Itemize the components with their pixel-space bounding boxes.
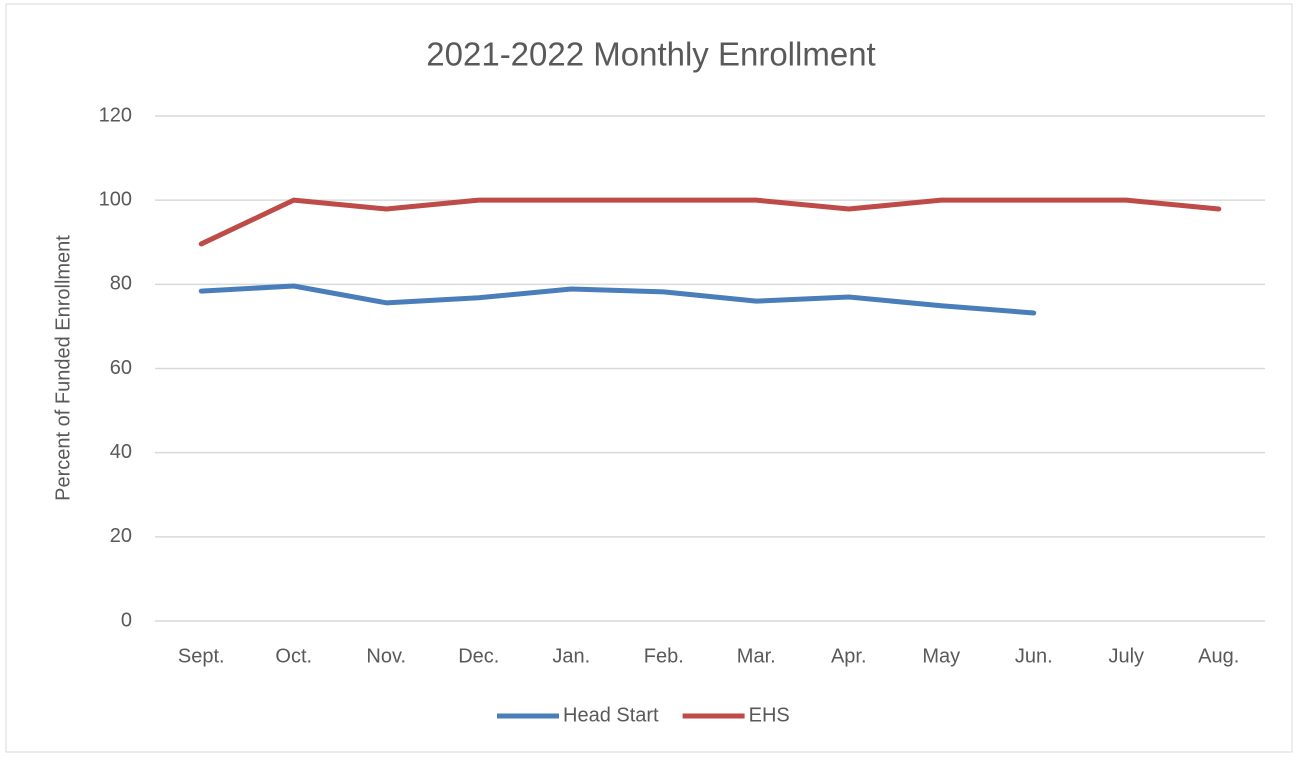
y-tick-label: 40 (110, 441, 132, 463)
x-tick-label: Jun. (1015, 645, 1053, 667)
y-tick-label: 80 (110, 273, 132, 295)
y-tick-label: 20 (110, 525, 132, 547)
y-tick-label: 120 (99, 104, 132, 126)
series-line (198, 197, 1222, 247)
x-tick-label: Aug. (1198, 645, 1239, 667)
x-tick-label: Oct. (275, 645, 312, 667)
x-tick-label: Mar. (737, 645, 776, 667)
series-line (198, 283, 1037, 316)
x-tick-label: Feb. (644, 645, 684, 667)
x-tick-label: Dec. (458, 645, 499, 667)
y-tick-label: 60 (110, 357, 132, 379)
y-axis-label: Percent of Funded Enrollment (52, 235, 74, 501)
chart-title: 2021-2022 Monthly Enrollment (426, 36, 875, 73)
y-tick-label: 0 (121, 609, 132, 631)
x-tick-label: Apr. (831, 645, 867, 667)
x-tick-label: Sept. (178, 645, 225, 667)
x-tick-label: Jan. (552, 645, 590, 667)
legend-label: EHS (749, 704, 790, 726)
legend-label: Head Start (563, 704, 659, 726)
x-tick-label: May (922, 645, 960, 667)
y-tick-label: 100 (99, 188, 132, 210)
x-tick-label: Nov. (366, 645, 406, 667)
x-tick-label: July (1108, 645, 1144, 667)
chart-frame (5, 3, 1293, 753)
